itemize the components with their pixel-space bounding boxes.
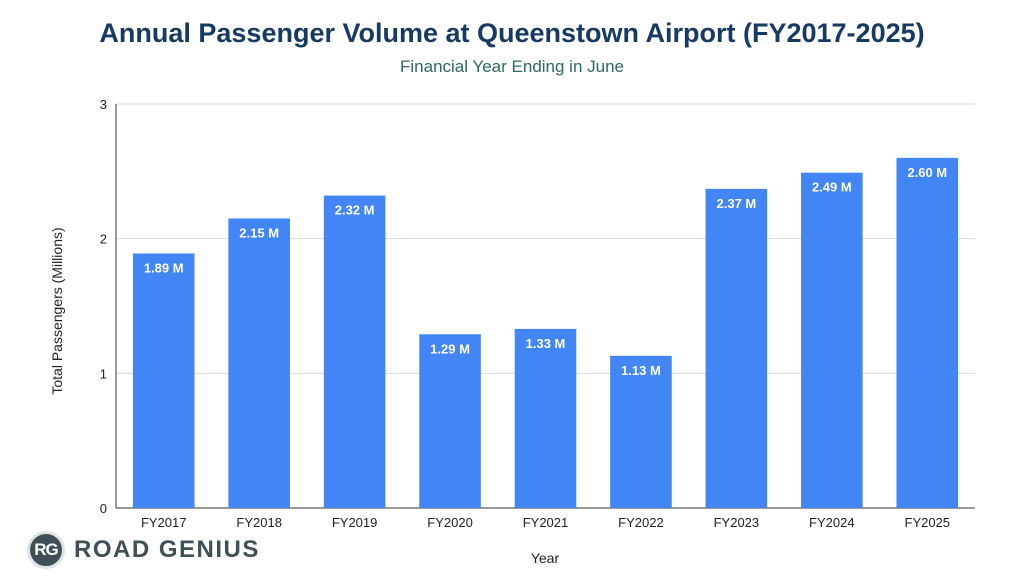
y-tick-label: 2 [100,232,107,247]
bar-data-label: 2.37 M [717,196,757,211]
bar-fy2019 [323,195,386,508]
y-tick-label: 1 [100,366,107,381]
bar-data-label: 2.49 M [812,180,852,195]
y-axis-label: Total Passengers (Millions) [49,227,65,394]
brand-badge: RG [27,531,65,569]
x-tick-label: FY2021 [523,515,569,530]
bar-fy2022 [610,355,672,508]
x-tick-label: FY2019 [332,515,378,530]
bar-data-label: 1.89 M [144,260,184,275]
y-tick-label: 0 [100,501,107,516]
x-tick-label: FY2017 [141,515,187,530]
x-tick-label: FY2020 [427,515,473,530]
bar-fy2025 [896,157,959,508]
bar-data-label: 2.32 M [335,203,375,218]
brand-name: ROAD GENIUS [74,536,260,563]
bar-fy2018 [228,218,290,508]
bar-fy2017 [132,253,195,508]
bar-data-label: 2.60 M [907,165,947,180]
x-tick-label: FY2022 [618,515,664,530]
bar-fy2020 [419,334,481,508]
x-tick-label: FY2025 [905,515,951,530]
bar-data-label: 1.29 M [430,341,470,356]
bar-fy2024 [801,172,863,508]
bar-data-label: 1.13 M [621,363,661,378]
brand-logo: RG ROAD GENIUS [27,530,260,570]
bar-data-label: 1.33 M [526,336,566,351]
bars: 1.89 M 2.15 M 2.32 M 1.29 M 1.33 M 1.13 M 2.37… [132,157,959,508]
bar-fy2021 [514,328,577,508]
chart-title: Annual Passenger Volume at Queenstown Ai… [99,18,925,48]
x-tick-label: FY2023 [714,515,760,530]
bar-fy2023 [705,188,768,508]
x-axis-label: Year [531,550,560,566]
x-tick-label: FY2024 [809,515,855,530]
bar-data-label: 2.15 M [239,225,279,240]
chart-subtitle: Financial Year Ending in June [400,57,624,76]
x-tick-label: FY2018 [236,515,282,530]
y-tick-label: 3 [100,97,107,112]
